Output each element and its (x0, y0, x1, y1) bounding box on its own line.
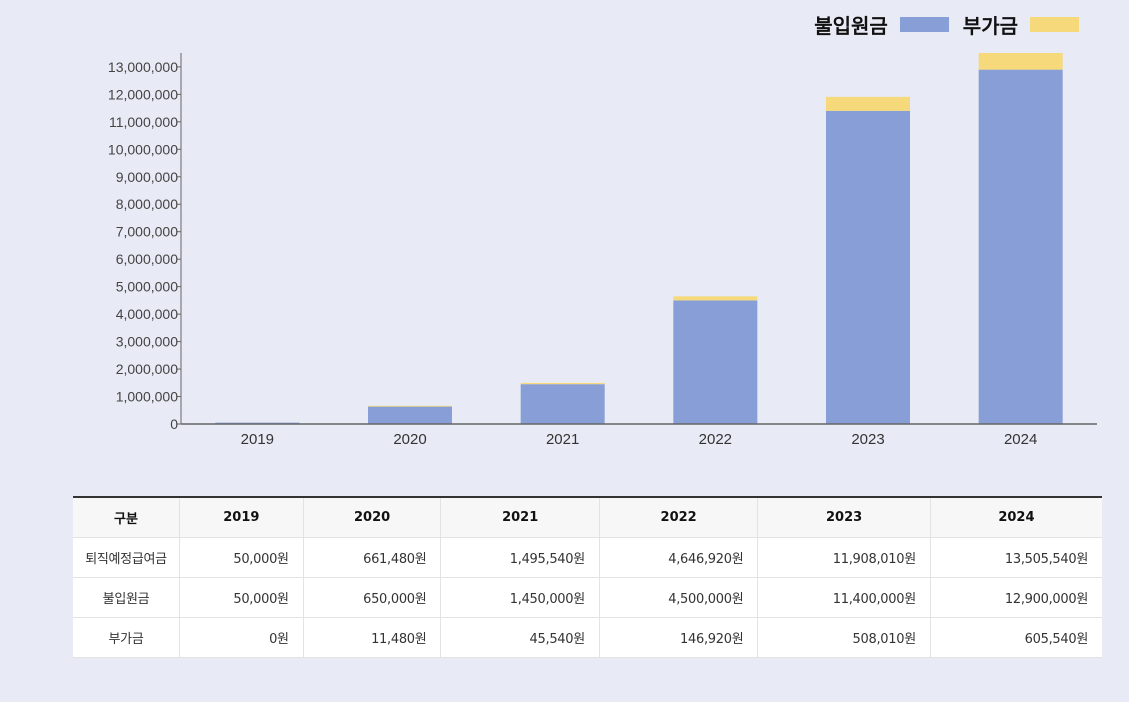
y-tick-label: 2,000,000 (116, 361, 178, 377)
legend-label-principal: 불입원금 (814, 14, 888, 38)
bar-principal (520, 384, 605, 424)
y-tick-label: 5,000,000 (116, 279, 178, 295)
table-header-cell: 2021 (440, 497, 600, 538)
table-cell: 146,920원 (599, 617, 759, 658)
bar-bonus (978, 53, 1063, 70)
y-tick-label: 0 (170, 416, 178, 432)
table-row-principal: 불입원금 50,000원 650,000원 1,450,000원 4,500,0… (73, 577, 1102, 618)
table-cell: 11,480원 (303, 617, 442, 658)
table-cell: 12,900,000원 (930, 577, 1102, 618)
table-cell: 50,000원 (179, 537, 304, 578)
y-tick-label: 11,000,000 (109, 114, 178, 130)
bar-bonus (673, 296, 758, 301)
stacked-bar-chart: 0 1,000,000 2,000,000 3,000,000 4,000,000 5,0… (108, 53, 1097, 448)
y-tick-label: 10,000,000 (108, 141, 178, 157)
table-cell: 605,540원 (930, 617, 1102, 658)
chart-legend: 불입원금 부가금 (802, 10, 1079, 39)
legend-item-principal[interactable]: 불입원금 (814, 10, 949, 39)
legend-swatch-principal (899, 17, 949, 32)
table-cell: 650,000원 (303, 577, 442, 618)
bar-principal (978, 69, 1063, 424)
table-header-cell: 2022 (599, 497, 759, 538)
x-tick-label: 2022 (699, 431, 732, 448)
table-header-cell: 2020 (303, 497, 442, 538)
bar-bonus (368, 405, 452, 407)
table-cell: 11,400,000원 (757, 577, 931, 618)
bar-principal (826, 110, 910, 424)
bar-principal (673, 300, 758, 424)
table-header-cell: 2019 (179, 497, 304, 538)
table-header-cell: 2023 (757, 497, 931, 538)
table-cell: 661,480원 (303, 537, 442, 578)
table-cell: 4,500,000원 (599, 577, 759, 618)
y-tick-label: 7,000,000 (116, 224, 178, 240)
table-cell: 1,450,000원 (440, 577, 600, 618)
table-header-row: 구분 2019 2020 2021 2022 2023 2024 (73, 497, 1102, 538)
table-cell: 11,908,010원 (757, 537, 931, 578)
table-cell: 508,010원 (757, 617, 931, 658)
table-cell: 1,495,540원 (440, 537, 600, 578)
y-tick-label: 9,000,000 (116, 169, 178, 185)
bar-bonus (826, 96, 910, 111)
y-tick-label: 8,000,000 (116, 196, 178, 212)
bar-bonus (520, 382, 605, 385)
table-row-label: 불입원금 (73, 577, 180, 618)
x-tick-label: 2023 (851, 431, 884, 448)
x-tick-label: 2024 (1004, 431, 1037, 448)
x-tick-label: 2019 (241, 431, 274, 448)
x-tick-label: 2020 (393, 431, 426, 448)
table-row-bonus: 부가금 0원 11,480원 45,540원 146,920원 508,010원… (73, 617, 1102, 658)
y-tick-label: 6,000,000 (116, 251, 178, 267)
y-axis: 0 1,000,000 2,000,000 3,000,000 4,000,000 5,0… (108, 53, 182, 432)
y-tick-label: 12,000,000 (108, 86, 178, 102)
table-header-cell: 구분 (73, 497, 180, 538)
table-cell: 0원 (179, 617, 304, 658)
table-row-label: 부가금 (73, 617, 180, 658)
table-cell: 13,505,540원 (930, 537, 1102, 578)
table-row-label: 퇴직예정급여금 (73, 537, 180, 578)
y-tick-label: 3,000,000 (116, 334, 178, 350)
legend-item-bonus[interactable]: 부가금 (963, 10, 1079, 39)
table-header-cell: 2024 (930, 497, 1102, 538)
data-table: 구분 2019 2020 2021 2022 2023 2024 퇴직예정급여금… (73, 496, 1102, 658)
table-cell: 4,646,920원 (599, 537, 759, 578)
table-row-expected-retirement-pay: 퇴직예정급여금 50,000원 661,480원 1,495,540원 4,64… (73, 537, 1102, 578)
x-tick-label: 2021 (546, 431, 579, 448)
legend-label-bonus: 부가금 (962, 14, 1018, 38)
legend-swatch-bonus (1030, 17, 1079, 32)
x-axis: 2019 2020 2021 2022 2023 2024 (181, 423, 1097, 448)
table-cell: 50,000원 (179, 577, 304, 618)
y-tick-label: 1,000,000 (116, 389, 178, 405)
y-tick-label: 4,000,000 (116, 306, 178, 322)
bars (215, 53, 1063, 424)
y-tick-label: 13,000,000 (108, 59, 178, 75)
bar-principal (368, 406, 452, 424)
table-cell: 45,540원 (440, 617, 600, 658)
